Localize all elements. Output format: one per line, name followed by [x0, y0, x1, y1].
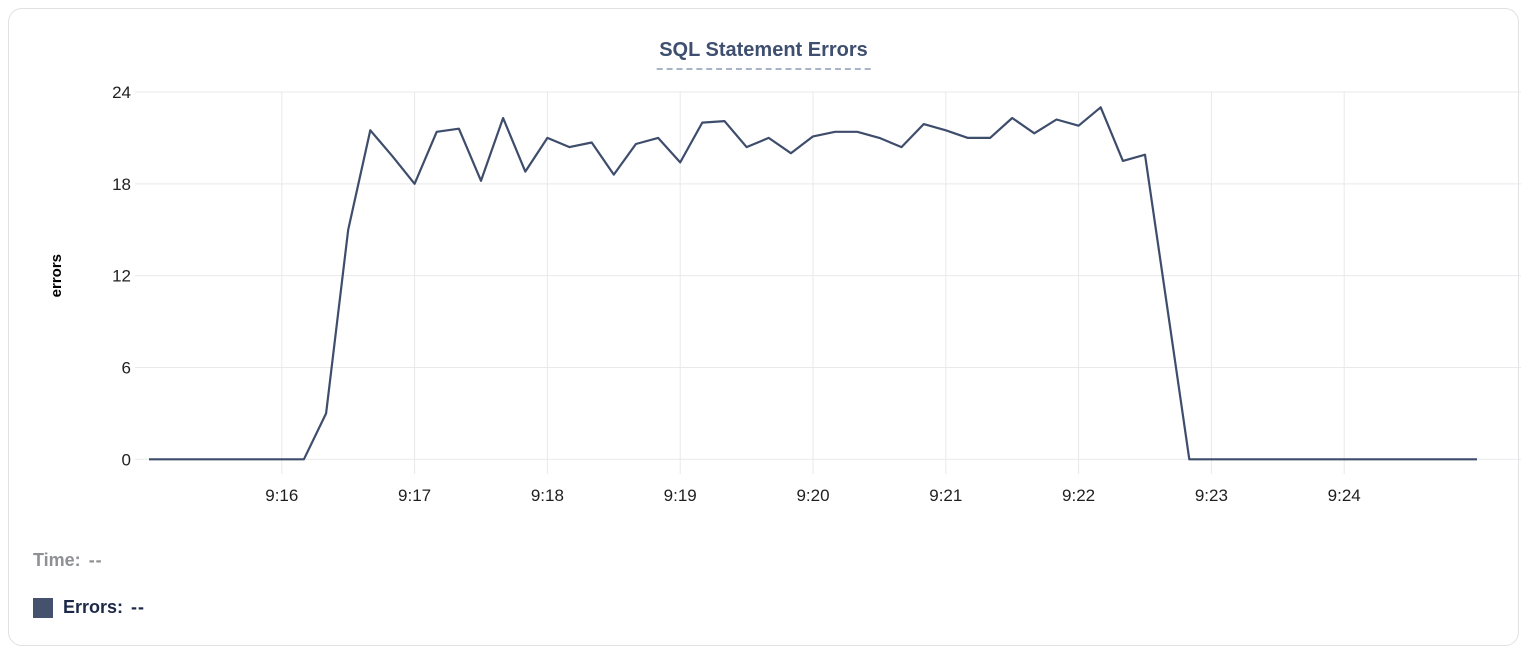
y-tick-label: 12	[112, 267, 131, 286]
x-axis-labels: 9:16 9:17 9:18 9:19 9:20 9:21 9:22 9:23 9:24	[265, 486, 1360, 505]
x-tick-label: 9:24	[1328, 486, 1361, 505]
sql-errors-line-chart[interactable]: 0 6 12 18 24 9:16 9:17 9:18 9:19 9:20 9:21 9:22 9:23…	[9, 9, 1528, 661]
errors-label: Errors:	[63, 597, 123, 618]
y-tick-label: 6	[122, 358, 131, 377]
y-tick-label: 24	[112, 83, 131, 102]
time-label: Time:	[33, 550, 81, 571]
y-axis-title: errors	[48, 254, 65, 297]
y-axis-labels: 0 6 12 18 24	[112, 83, 131, 469]
gridlines	[135, 92, 1521, 474]
x-tick-label: 9:18	[531, 486, 564, 505]
x-tick-label: 9:19	[664, 486, 697, 505]
x-tick-label: 9:22	[1062, 486, 1095, 505]
y-tick-label: 18	[112, 175, 131, 194]
errors-value: --	[131, 597, 145, 618]
hover-readout-errors: Errors: --	[33, 597, 145, 618]
x-tick-label: 9:16	[265, 486, 298, 505]
y-tick-label: 0	[122, 450, 131, 469]
errors-legend-swatch	[33, 598, 53, 618]
hover-readout-time: Time: --	[33, 550, 103, 571]
x-tick-label: 9:23	[1195, 486, 1228, 505]
x-tick-label: 9:21	[929, 486, 962, 505]
time-value: --	[89, 550, 103, 571]
x-tick-label: 9:20	[796, 486, 829, 505]
x-tick-label: 9:17	[398, 486, 431, 505]
